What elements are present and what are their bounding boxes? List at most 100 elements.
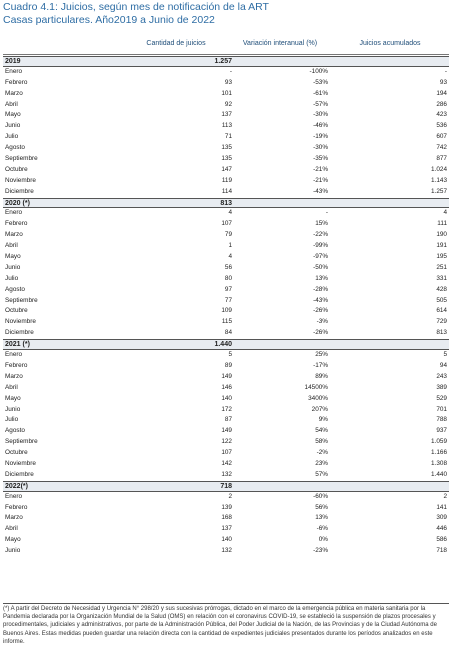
month-label: Diciembre — [5, 187, 34, 195]
cell-value: - — [444, 67, 447, 75]
month-row: Mayo 4 -97% 195 — [3, 252, 449, 263]
cell-value: 4 — [443, 209, 447, 217]
cell-value: 3400% — [308, 394, 328, 402]
cell-value: 92 — [224, 100, 232, 108]
month-label: Febrero — [5, 78, 28, 86]
cell-value: 194 — [436, 89, 447, 97]
cell-value: -28% — [313, 285, 328, 293]
cell-value: 139 — [221, 503, 232, 511]
cell-value: - — [325, 209, 328, 217]
cell-value: 614 — [436, 307, 447, 315]
year-row: 2021 (*) 1.440 — [3, 339, 449, 351]
cell-value: 54% — [315, 427, 328, 435]
cell-value: 1.143 — [431, 176, 447, 184]
year-row: 2019 1.257 — [3, 56, 449, 67]
cell-value: 286 — [436, 100, 447, 108]
cell-value: 71 — [224, 133, 232, 141]
cell-value: 113 — [221, 122, 232, 130]
cell-value: 109 — [221, 307, 232, 315]
cell-value: -6% — [316, 525, 328, 533]
cell-value: 137 — [221, 111, 232, 119]
month-label: Agosto — [5, 285, 25, 293]
cell-value: 428 — [436, 285, 447, 293]
month-row: Agosto 135 -30% 742 — [3, 143, 449, 154]
month-row: Febrero 139 56% 141 — [3, 503, 449, 514]
title: Cuadro 4.1: Juicios, según mes de notifi… — [3, 1, 269, 13]
cell-value: 195 — [436, 253, 447, 261]
month-row: Noviembre 119 -21% 1.143 — [3, 176, 449, 187]
month-row: Abril 146 14500% 389 — [3, 383, 449, 394]
year-label: 2021 (*) — [5, 341, 30, 349]
month-label: Abril — [5, 525, 18, 533]
cell-value: 877 — [436, 155, 447, 163]
month-label: Diciembre — [5, 329, 34, 337]
cell-value: -21% — [313, 176, 328, 184]
cell-value: 57% — [315, 470, 328, 478]
cell-value: 13% — [315, 514, 328, 522]
column-header: Variación interanual (%) — [242, 40, 318, 47]
cell-value: -46% — [313, 122, 328, 130]
cell-value: 1.059 — [431, 438, 447, 446]
year-row: 2020 (*) 813 — [3, 197, 449, 209]
month-row: Febrero 93 -53% 93 — [3, 78, 449, 89]
cell-value: 87 — [224, 416, 232, 424]
cell-value: -35% — [313, 155, 328, 163]
month-label: Junio — [5, 122, 21, 130]
footnote: (*) A partir del Decreto de Necesidad y … — [3, 603, 449, 646]
cell-value: -43% — [313, 187, 328, 195]
month-row: Septiembre 135 -35% 877 — [3, 154, 449, 165]
month-row: Agosto 149 54% 937 — [3, 426, 449, 437]
month-row: Enero 4 - 4 — [3, 208, 449, 219]
cell-value: 190 — [436, 231, 447, 239]
cell-value: 529 — [436, 394, 447, 402]
month-row: Noviembre 115 -3% 729 — [3, 317, 449, 328]
month-label: Octubre — [5, 307, 28, 315]
cell-value: 2 — [443, 492, 447, 500]
cell-value: -3% — [316, 318, 328, 326]
cell-value: 97 — [224, 285, 232, 293]
cell-value: 0% — [318, 536, 328, 544]
cell-value: 94 — [439, 361, 447, 369]
cell-value: -57% — [313, 100, 328, 108]
cell-value: 331 — [436, 274, 447, 282]
cell-value: 56% — [315, 503, 328, 511]
cell-value: 1.308 — [431, 459, 447, 467]
cell-value: 77 — [224, 296, 232, 304]
cell-value: 93 — [439, 78, 447, 86]
month-label: Julio — [5, 416, 19, 424]
column-header: Juicios acumulados — [359, 40, 421, 47]
cell-value: 79 — [224, 231, 232, 239]
cell-value: -50% — [313, 263, 328, 271]
month-label: Marzo — [5, 514, 23, 522]
cell-value: 536 — [436, 122, 447, 130]
cell-value: 1.166 — [431, 449, 447, 457]
month-label: Agosto — [5, 427, 25, 435]
month-label: Abril — [5, 100, 18, 108]
month-row: Junio 172 207% 701 — [3, 405, 449, 416]
cell-value: 119 — [221, 176, 232, 184]
month-row: Diciembre 84 -26% 813 — [3, 328, 449, 339]
cell-value: 309 — [436, 514, 447, 522]
cell-value: 89 — [224, 361, 232, 369]
cell-value: 14500% — [304, 383, 328, 391]
cell-value: 58% — [315, 438, 328, 446]
month-row: Diciembre 114 -43% 1.257 — [3, 187, 449, 198]
cell-value: 23% — [315, 459, 328, 467]
cell-value: -97% — [313, 253, 328, 261]
cell-value: 56 — [224, 263, 232, 271]
cell-value: 132 — [221, 470, 232, 478]
month-row: Septiembre 122 58% 1.059 — [3, 437, 449, 448]
cell-value: -2% — [316, 449, 328, 457]
month-row: Julio 71 -19% 607 — [3, 132, 449, 143]
cell-value: 132 — [221, 547, 232, 555]
cell-value: 135 — [221, 155, 232, 163]
month-row: Mayo 137 -30% 423 — [3, 110, 449, 121]
month-row: Enero 5 25% 5 — [3, 350, 449, 361]
month-row: Julio 80 13% 331 — [3, 274, 449, 285]
cell-value: 80 — [224, 274, 232, 282]
month-row: Noviembre 142 23% 1.308 — [3, 459, 449, 470]
cell-value: -23% — [313, 547, 328, 555]
cell-value: 243 — [436, 372, 447, 380]
month-label: Septiembre — [5, 296, 38, 304]
month-label: Agosto — [5, 144, 25, 152]
